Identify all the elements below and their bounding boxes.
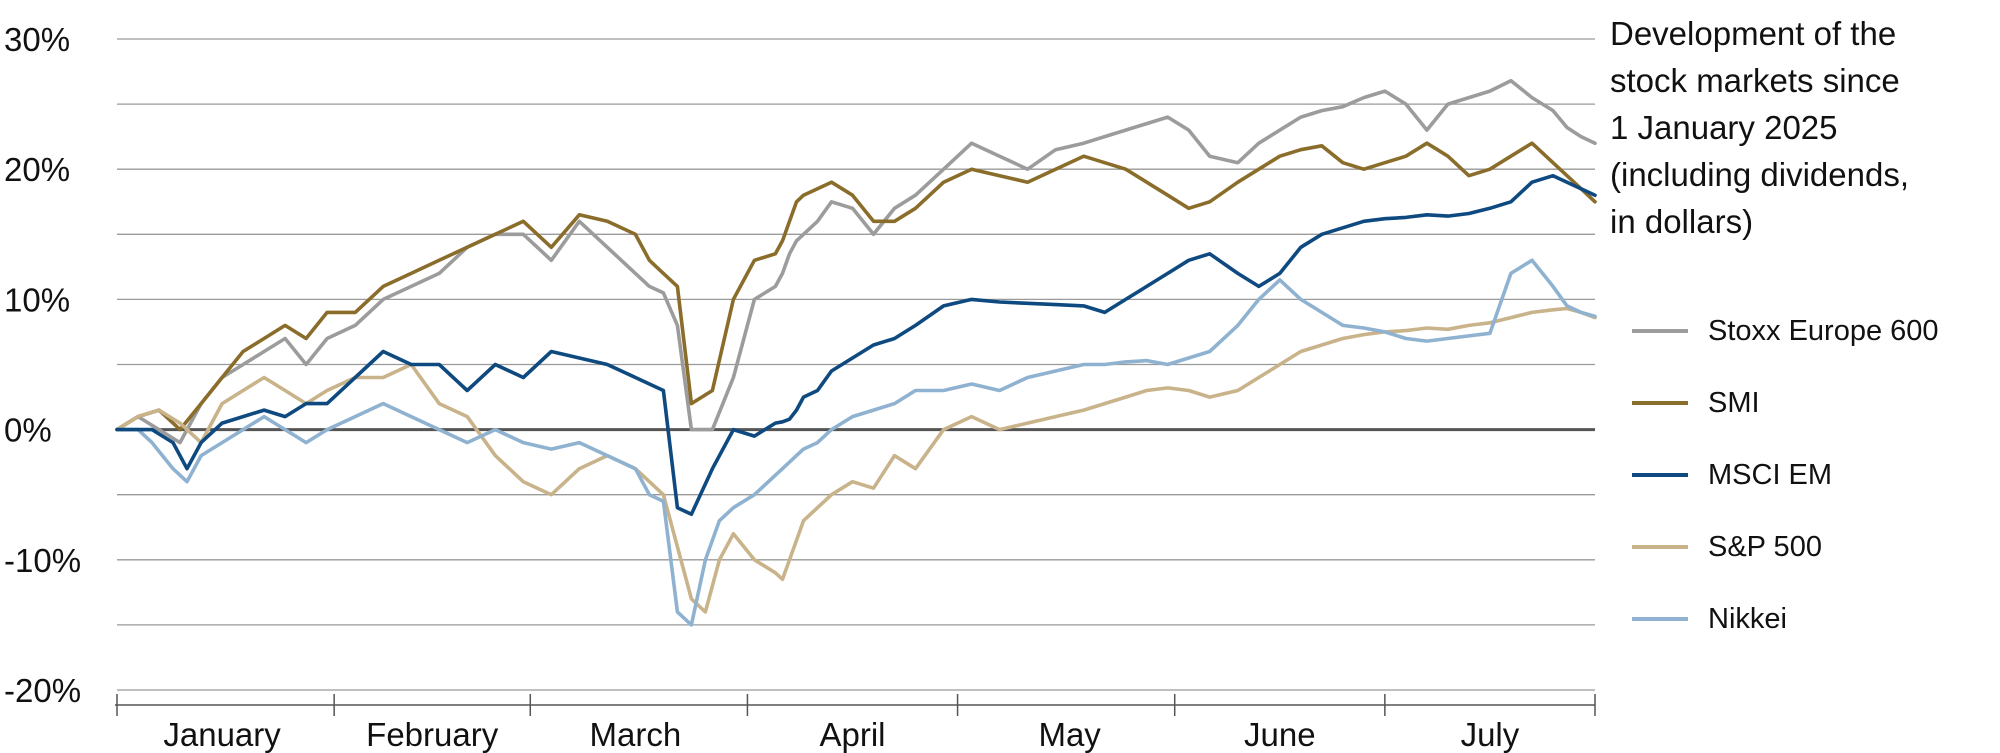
legend-item-stoxx-europe-600: Stoxx Europe 600 <box>1632 295 1939 367</box>
legend-swatch <box>1632 329 1688 333</box>
series-lines <box>115 78 1597 627</box>
title-line-1: Development of the <box>1610 15 1897 52</box>
legend-swatch <box>1632 473 1688 477</box>
x-tick-label: April <box>819 716 885 753</box>
x-tick-label: February <box>366 716 499 753</box>
legend-swatch <box>1632 617 1688 621</box>
legend-item-smi: SMI <box>1632 367 1939 439</box>
legend: Stoxx Europe 600 SMI MSCI EM S&P 500 Nik… <box>1632 295 1939 655</box>
series-line-stoxx-europe-600 <box>115 78 1597 445</box>
series-line-msci-em <box>115 173 1597 517</box>
title-line-2: stock markets since <box>1610 62 1900 99</box>
legend-item-nikkei: Nikkei <box>1632 583 1939 655</box>
chart-title: Development of the stock markets since 1… <box>1610 10 1990 245</box>
legend-label: Stoxx Europe 600 <box>1708 314 1939 347</box>
legend-item-msci-em: MSCI EM <box>1632 439 1939 511</box>
series-line-s-p-500 <box>115 306 1597 614</box>
x-tick-label: May <box>1038 716 1101 753</box>
x-tick-label: June <box>1244 716 1316 753</box>
x-axis <box>115 694 1596 716</box>
y-tick-label: 20% <box>4 151 70 188</box>
x-tick-label: March <box>590 716 682 753</box>
x-tick-label: July <box>1461 716 1520 753</box>
legend-label: SMI <box>1708 386 1760 419</box>
y-tick-label: -20% <box>4 672 81 709</box>
title-line-4: (including dividends, <box>1610 156 1910 193</box>
y-tick-labels: -20% -10% 0% 10% 20% 30% <box>4 21 81 709</box>
legend-swatch <box>1632 401 1688 405</box>
y-tick-label: 10% <box>4 281 70 318</box>
legend-label: MSCI EM <box>1708 458 1833 491</box>
title-line-3: 1 January 2025 <box>1610 109 1838 146</box>
legend-label: Nikkei <box>1708 602 1787 635</box>
series-line-smi <box>115 141 1597 432</box>
grid-lines <box>117 38 1595 691</box>
y-tick-label: 0% <box>4 412 52 449</box>
y-tick-label: -10% <box>4 542 81 579</box>
legend-swatch <box>1632 545 1688 549</box>
legend-item-sp-500: S&P 500 <box>1632 511 1939 583</box>
title-line-5: in dollars) <box>1610 203 1754 240</box>
legend-label: S&P 500 <box>1708 530 1822 563</box>
y-tick-label: 30% <box>4 21 70 58</box>
series-line-nikkei <box>115 258 1597 627</box>
x-tick-label: January <box>163 716 281 753</box>
x-tick-labels: January February March April May June July <box>163 716 1519 753</box>
